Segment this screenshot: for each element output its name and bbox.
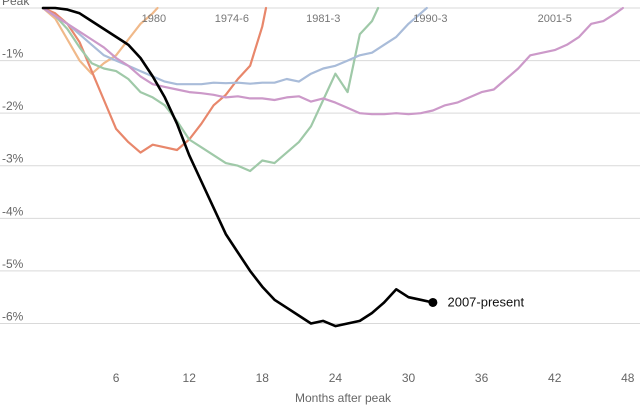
y-tick-label: Peak [2,0,30,8]
series-label-1990-3: 1990-3 [413,13,447,25]
y-axis: Peak -1% -2% -3% -4% -5% -6% [2,0,30,323]
x-tick-label: 6 [113,371,120,385]
series-label-2007-present: 2007-present [447,294,524,309]
x-tick-label: 12 [183,371,197,385]
y-tick-label: -5% [2,257,24,271]
y-tick-label: -6% [2,309,24,323]
x-tick-label: 42 [548,371,562,385]
series-labels: 1980 1974-6 1981-3 1990-3 2001-5 2007-present [142,13,572,309]
x-tick-label: 30 [402,371,416,385]
grid-layer [0,7,640,324]
series-line-1981-3 [41,6,380,173]
series-label-1981-3: 1981-3 [306,13,340,25]
x-tick-label: 48 [621,371,635,385]
x-tick-label: 18 [256,371,270,385]
x-axis: 6 12 18 24 30 36 42 48 [113,371,635,385]
series-line-1990-3 [41,6,428,86]
series-line-2007-present [41,6,435,328]
series-layer [41,6,624,328]
series-label-1974-6: 1974-6 [215,13,249,25]
x-tick-label: 24 [329,371,343,385]
series-line-1974-6 [41,6,268,154]
series-line-1980 [41,6,159,75]
x-axis-title: Months after peak [295,391,392,405]
x-tick-label: 36 [475,371,489,385]
y-tick-label: -3% [2,152,24,166]
series-label-2001-5: 2001-5 [538,13,572,25]
series-endpoint-2007-present [428,297,438,307]
y-tick-label: -4% [2,204,24,218]
series-label-1980: 1980 [142,13,166,25]
y-tick-label: -1% [2,47,24,61]
y-tick-label: -2% [2,99,24,113]
series-line-2001-5 [41,6,624,116]
